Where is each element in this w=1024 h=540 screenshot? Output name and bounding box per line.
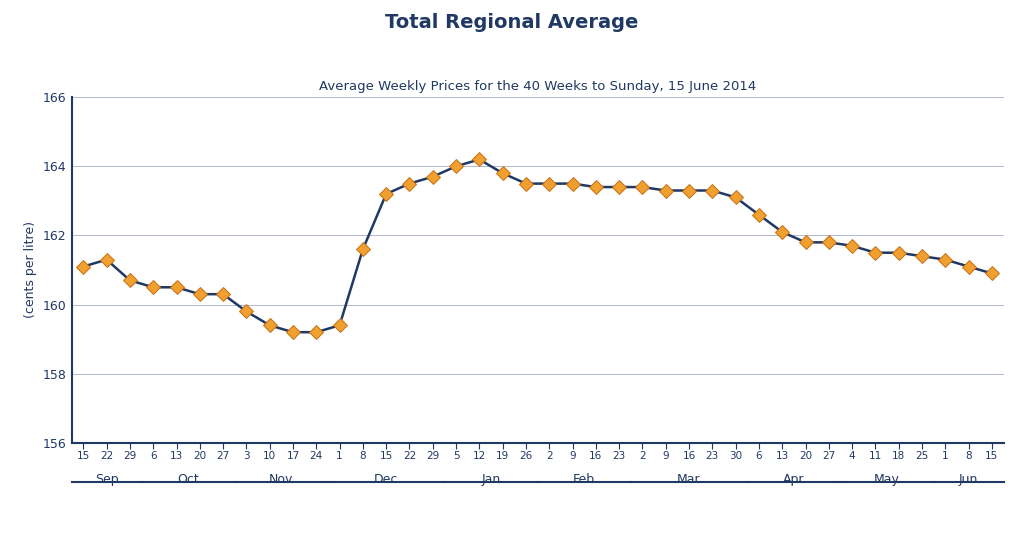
Point <box>774 228 791 237</box>
Point <box>588 183 604 191</box>
Text: Total Regional Average: Total Regional Average <box>385 14 639 32</box>
Point <box>681 186 697 195</box>
Point <box>332 321 348 329</box>
Point <box>239 307 255 316</box>
Point <box>727 193 743 202</box>
Point <box>447 162 464 171</box>
Point <box>867 248 884 257</box>
Point <box>75 262 91 271</box>
Text: Jun: Jun <box>958 472 978 485</box>
Point <box>261 321 278 329</box>
Point <box>961 262 977 271</box>
Text: Nov: Nov <box>269 472 294 485</box>
Y-axis label: (cents per litre): (cents per litre) <box>24 221 37 319</box>
Point <box>891 248 907 257</box>
Point <box>378 190 394 198</box>
Point <box>145 283 162 292</box>
Point <box>191 290 208 299</box>
Point <box>168 283 184 292</box>
Point <box>844 241 860 250</box>
Point <box>751 211 767 219</box>
Point <box>308 328 325 336</box>
Point <box>495 169 511 178</box>
Point <box>122 276 138 285</box>
Text: Apr: Apr <box>783 472 805 485</box>
Text: Oct: Oct <box>177 472 199 485</box>
Text: Jan: Jan <box>481 472 501 485</box>
Point <box>98 255 115 264</box>
Point <box>471 155 487 164</box>
Point <box>564 179 581 188</box>
Point <box>425 172 441 181</box>
Point <box>401 179 418 188</box>
Point <box>285 328 301 336</box>
Text: Feb: Feb <box>573 472 595 485</box>
Point <box>657 186 674 195</box>
Point <box>541 179 557 188</box>
Point <box>798 238 814 247</box>
Point <box>215 290 231 299</box>
Title: Average Weekly Prices for the 40 Weeks to Sunday, 15 June 2014: Average Weekly Prices for the 40 Weeks t… <box>318 80 757 93</box>
Point <box>820 238 837 247</box>
Point <box>913 252 930 260</box>
Text: Dec: Dec <box>374 472 398 485</box>
Point <box>611 183 628 191</box>
Text: Mar: Mar <box>677 472 700 485</box>
Point <box>937 255 953 264</box>
Point <box>634 183 650 191</box>
Point <box>705 186 721 195</box>
Point <box>984 269 1000 278</box>
Text: Sep: Sep <box>95 472 119 485</box>
Point <box>518 179 535 188</box>
Point <box>354 245 371 254</box>
Text: May: May <box>874 472 900 485</box>
